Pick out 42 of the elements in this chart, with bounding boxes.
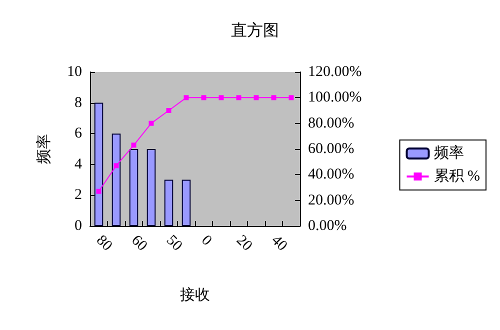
y2-tick-label: 60.00% bbox=[308, 141, 354, 157]
legend-label: 频率 bbox=[434, 144, 464, 162]
point bbox=[218, 95, 224, 100]
y2-tick-label: 40.00% bbox=[308, 166, 354, 183]
bar bbox=[129, 149, 138, 226]
x-tick-label: 0 bbox=[198, 232, 215, 249]
point bbox=[96, 188, 102, 194]
point bbox=[201, 95, 206, 100]
x-axis-title: 接收 bbox=[180, 286, 210, 304]
bar bbox=[164, 180, 174, 226]
point bbox=[131, 142, 136, 148]
bar bbox=[112, 134, 121, 226]
y-tick-label: 4 bbox=[74, 156, 82, 172]
legend-label: 累积 % bbox=[434, 168, 480, 184]
y-tick-label: 10 bbox=[67, 64, 82, 80]
y-tick-label: 6 bbox=[74, 126, 82, 142]
point bbox=[288, 95, 294, 100]
point bbox=[184, 95, 189, 100]
bar bbox=[94, 102, 104, 226]
x-tick-label: 50 bbox=[163, 232, 185, 254]
point bbox=[114, 163, 119, 168]
point bbox=[148, 120, 154, 126]
bar bbox=[182, 180, 191, 226]
x-tick-label: 60 bbox=[128, 232, 150, 254]
point bbox=[236, 95, 242, 100]
y-axis-title: 频率 bbox=[36, 134, 52, 164]
y2-tick-label: 100.00% bbox=[308, 90, 362, 106]
y2-tick-label: 0.00% bbox=[308, 218, 347, 234]
y2-tick-label: 20.00% bbox=[308, 192, 354, 208]
y-tick-label: 0 bbox=[74, 218, 82, 234]
point bbox=[254, 95, 259, 100]
point bbox=[166, 108, 172, 113]
chart-title: 直方图 bbox=[231, 22, 279, 40]
y-tick-label: 2 bbox=[74, 187, 82, 204]
y2-tick-label: 120.00% bbox=[308, 64, 362, 80]
x-tick-label: 80 bbox=[93, 232, 115, 254]
point bbox=[271, 95, 276, 100]
bar bbox=[146, 149, 156, 226]
x-tick-label: 20 bbox=[233, 232, 255, 254]
y2-tick-label: 80.00% bbox=[308, 115, 354, 132]
x-tick-label: 40 bbox=[268, 232, 290, 254]
y-tick-label: 8 bbox=[74, 94, 82, 111]
